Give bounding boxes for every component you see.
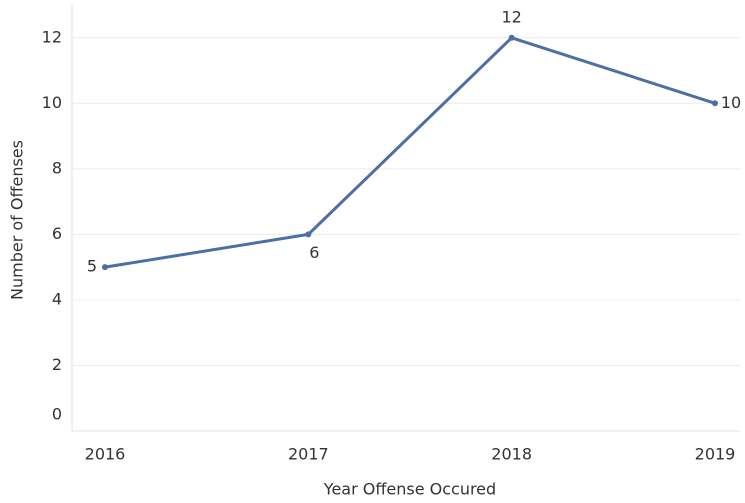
data-label: 6	[309, 243, 319, 262]
x-tick-label: 2019	[695, 445, 736, 464]
point	[508, 34, 515, 41]
data-label: 12	[501, 7, 521, 26]
point	[305, 231, 312, 238]
point	[102, 264, 108, 271]
y-axis-title: Number of Offenses	[8, 140, 27, 300]
y-tick-label: 4	[52, 289, 62, 308]
point	[712, 100, 718, 107]
x-tick-label: 2018	[491, 445, 532, 464]
data-label: 10	[721, 93, 741, 112]
y-tick-label: 0	[52, 405, 62, 424]
x-axis-title: Year Offense Occured	[323, 480, 496, 499]
x-tick-label: 2016	[85, 445, 126, 464]
y-tick-label: 12	[42, 27, 62, 46]
line	[104, 36, 716, 269]
y-tick-label: 10	[42, 93, 62, 112]
data-label: 5	[87, 257, 97, 276]
y-tick-label: 6	[52, 224, 62, 243]
y-tick-label: 8	[52, 158, 62, 177]
y-tick-label: 2	[52, 355, 62, 374]
x-tick-label: 2017	[288, 445, 329, 464]
